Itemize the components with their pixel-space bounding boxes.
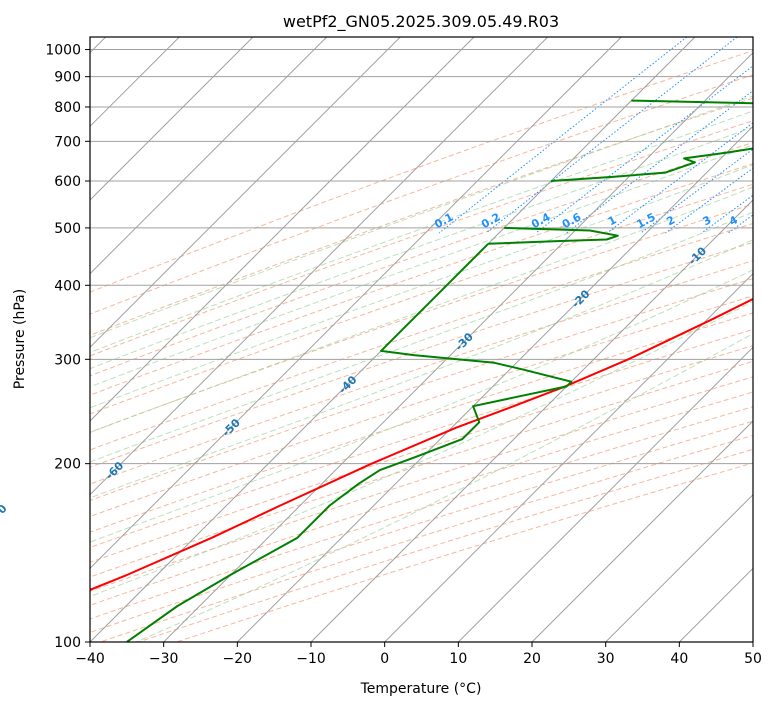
dry-adiabat — [90, 406, 753, 620]
x-tick-label: −40 — [75, 651, 105, 667]
dewpoint-line — [488, 226, 619, 245]
dry-adiabat — [90, 278, 753, 502]
mixing-ratio-line — [665, 167, 753, 234]
temperature-line — [90, 297, 753, 591]
dry-adiabat — [90, 222, 753, 451]
dry-adiabat — [90, 360, 753, 578]
y-tick-label: 1000 — [45, 43, 81, 59]
moist-adiabat — [90, 110, 753, 354]
dry-adiabat — [90, 241, 753, 468]
isotherm-line — [605, 493, 753, 642]
dry-adiabat — [90, 183, 753, 415]
x-tick-label: −20 — [223, 651, 253, 667]
y-tick-label: 500 — [54, 221, 81, 237]
isotherm-line — [457, 346, 753, 642]
dry-adiabat — [90, 345, 753, 563]
mixing-ratio-line — [485, 37, 738, 234]
dry-adiabat — [90, 376, 753, 592]
moist-adiabat — [90, 269, 753, 543]
dry-adiabat — [90, 295, 753, 518]
x-tick-label: −30 — [149, 651, 179, 667]
mixing-ratio-line — [566, 90, 753, 234]
dry-adiabat — [90, 312, 753, 533]
x-tick-label: 20 — [523, 651, 541, 667]
x-axis-label: Temperature (°C) — [360, 681, 482, 697]
moist-adiabat — [90, 95, 753, 339]
profile-lines — [90, 99, 753, 642]
y-tick-label: 600 — [54, 174, 81, 190]
pressure-grid — [90, 49, 753, 642]
moist-adiabat — [90, 126, 753, 370]
y-tick-label: 700 — [54, 134, 81, 150]
x-tick-label: 50 — [744, 651, 762, 667]
dry-adiabat — [90, 163, 753, 396]
y-axis-label: Pressure (hPa) — [12, 289, 28, 389]
isotherm-line — [90, 37, 401, 349]
dry-adiabat — [100, 434, 753, 642]
isotherm-line — [90, 37, 475, 422]
moist-adiabat — [90, 164, 753, 409]
mixing-ratio-line — [606, 122, 753, 234]
dewpoint-line — [126, 243, 573, 642]
moist-adiabat — [90, 300, 753, 597]
x-tick-label: 30 — [597, 651, 615, 667]
x-tick-label: −10 — [296, 651, 326, 667]
mixing-ratio-line — [640, 148, 753, 234]
chart-title: wetPf2_GN05.2025.309.05.49.R03 — [283, 12, 559, 32]
dry-adiabat — [90, 391, 753, 606]
isotherm-line — [236, 125, 753, 642]
y-tick-label: 200 — [54, 457, 81, 473]
dry-adiabat — [90, 120, 753, 357]
dry-adiabat — [90, 74, 753, 315]
moist-adiabat — [90, 144, 753, 388]
mixing-ratio-line — [767, 37, 775, 233]
y-tick-label: 800 — [54, 100, 81, 116]
dewpoint-line — [550, 99, 753, 182]
axes: −40 −30 −20 −10 0 10 20 30 40 50 1000 900 800 700 600 5… — [45, 43, 762, 667]
y-tick-label: 100 — [54, 635, 81, 651]
x-tick-label: 0 — [380, 651, 389, 667]
isotherm-lines — [90, 37, 753, 642]
isotherm-line — [310, 199, 753, 642]
isotherm-line — [90, 37, 622, 570]
moist-adiabat — [90, 211, 753, 463]
moist-adiabat — [135, 333, 753, 642]
dry-adiabat — [90, 203, 753, 433]
mixing-ratio-label: 2 — [664, 213, 677, 228]
dry-adiabat — [90, 260, 753, 485]
moist-adiabat — [90, 186, 753, 434]
plot-frame — [89, 36, 754, 643]
isotherm-line — [163, 51, 753, 642]
dry-adiabat — [90, 328, 753, 548]
isotherm-line — [90, 37, 549, 496]
isotherm-line — [90, 37, 254, 201]
line-labels: 0.10.20.40.611.5234-100-90-80-70-60-50-4… — [0, 210, 740, 525]
dry-adiabat — [90, 50, 753, 293]
y-tick-label: 900 — [54, 70, 81, 86]
y-tick-label: 400 — [54, 278, 81, 294]
dry-adiabat — [90, 97, 753, 336]
x-tick-label: 10 — [449, 651, 467, 667]
dry-adiabat — [90, 141, 753, 377]
background-lines — [90, 37, 775, 642]
mixing-ratio-label: 3 — [701, 213, 714, 228]
isotherm-line — [678, 567, 753, 642]
isotherm-line — [90, 37, 328, 275]
isotherm-line — [752, 641, 753, 642]
isotherm-label: -60 — [103, 459, 126, 482]
mixing-ratio-line — [701, 194, 753, 234]
isotherm-line — [531, 420, 753, 642]
x-tick-label: 40 — [670, 651, 688, 667]
isotherm-line — [384, 272, 753, 642]
isotherm-label: -70 — [0, 502, 10, 525]
moist-adiabat — [90, 239, 753, 499]
y-tick-label: 300 — [54, 352, 81, 368]
mixing-ratio-line — [438, 37, 688, 234]
